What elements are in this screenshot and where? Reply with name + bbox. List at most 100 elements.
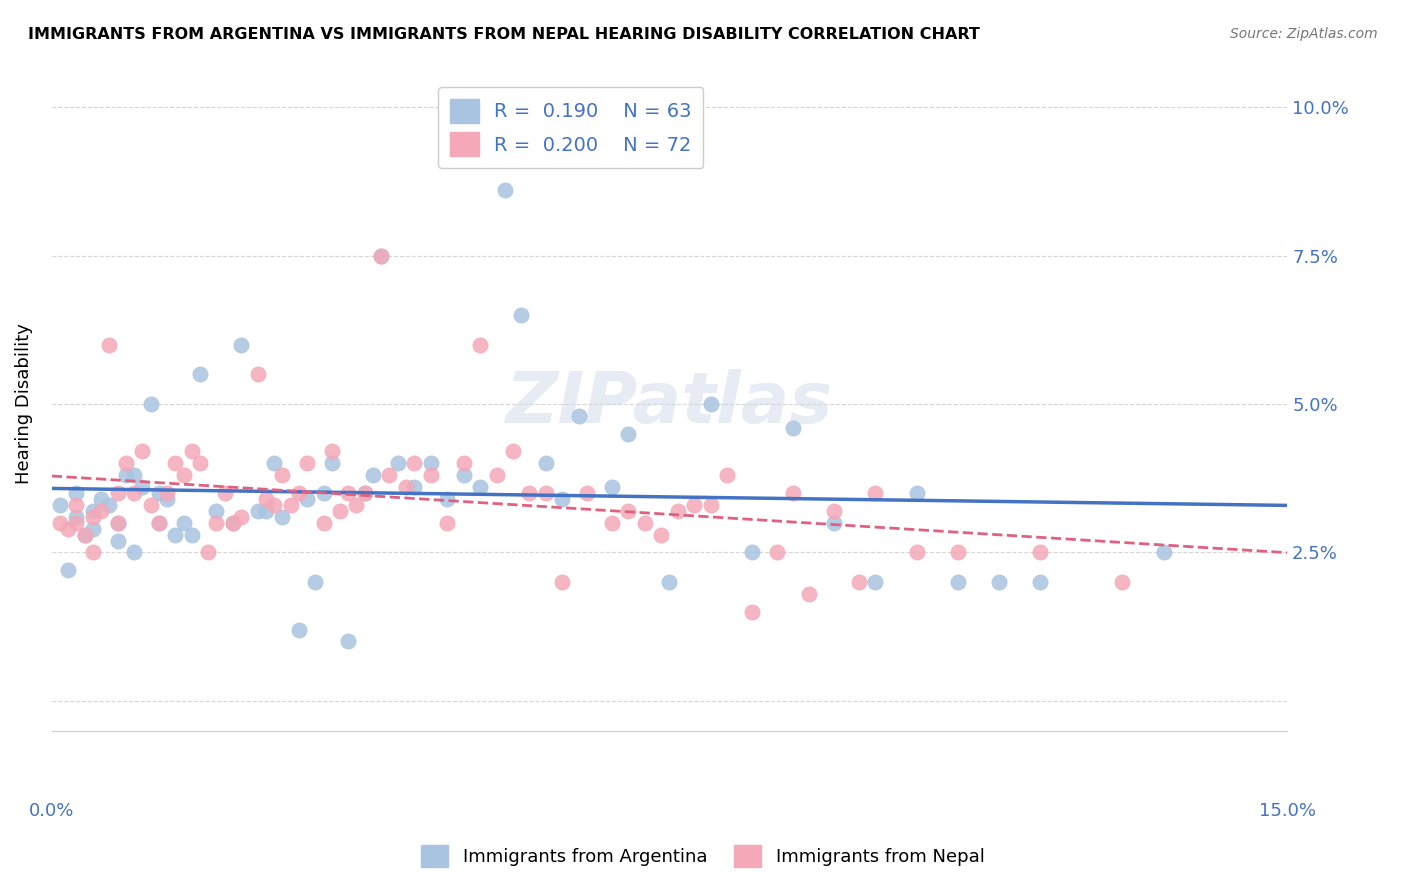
Text: 0.0%: 0.0%: [30, 802, 75, 820]
Y-axis label: Hearing Disability: Hearing Disability: [15, 324, 32, 484]
Point: [90, 504, 112, 518]
Point: [987, 575, 1010, 590]
Point: [222, 516, 245, 530]
Point: [848, 575, 870, 590]
Point: [73, 527, 96, 541]
Point: [180, 444, 202, 458]
Point: [197, 545, 219, 559]
Point: [519, 486, 541, 500]
Point: [65, 509, 87, 524]
Point: [271, 468, 294, 483]
Point: [650, 527, 672, 541]
Point: [82, 522, 104, 536]
Point: [131, 480, 153, 494]
Point: [312, 516, 335, 530]
Point: [139, 397, 162, 411]
Point: [534, 456, 557, 470]
Point: [436, 516, 458, 530]
Point: [699, 397, 721, 411]
Point: [494, 183, 516, 197]
Point: [683, 498, 706, 512]
Point: [165, 527, 187, 541]
Point: [551, 491, 574, 506]
Point: [139, 498, 162, 512]
Point: [148, 516, 170, 530]
Point: [716, 468, 738, 483]
Point: [131, 444, 153, 458]
Point: [600, 480, 623, 494]
Point: [782, 486, 804, 500]
Point: [263, 456, 285, 470]
Point: [905, 545, 928, 559]
Point: [1029, 575, 1052, 590]
Point: [946, 575, 969, 590]
Point: [568, 409, 591, 423]
Point: [304, 575, 326, 590]
Point: [295, 491, 318, 506]
Point: [551, 575, 574, 590]
Point: [765, 545, 787, 559]
Point: [468, 337, 491, 351]
Text: ZIPatlas: ZIPatlas: [506, 369, 834, 439]
Point: [98, 337, 121, 351]
Point: [666, 504, 689, 518]
Point: [180, 527, 202, 541]
Point: [404, 456, 426, 470]
Point: [534, 486, 557, 500]
Point: [231, 509, 253, 524]
Point: [271, 509, 294, 524]
Point: [823, 516, 845, 530]
Point: [865, 575, 887, 590]
Point: [370, 249, 392, 263]
Point: [122, 545, 145, 559]
Point: [419, 468, 441, 483]
Point: [404, 480, 426, 494]
Point: [188, 368, 211, 382]
Point: [361, 468, 384, 483]
Point: [741, 605, 763, 619]
Point: [453, 468, 475, 483]
Point: [485, 468, 508, 483]
Point: [82, 509, 104, 524]
Point: [122, 486, 145, 500]
Point: [600, 516, 623, 530]
Point: [468, 480, 491, 494]
Text: 15.0%: 15.0%: [1258, 802, 1316, 820]
Point: [502, 444, 524, 458]
Point: [295, 456, 318, 470]
Point: [617, 426, 640, 441]
Point: [337, 634, 360, 648]
Point: [617, 504, 640, 518]
Point: [231, 337, 253, 351]
Point: [699, 498, 721, 512]
Point: [49, 516, 72, 530]
Point: [122, 468, 145, 483]
Point: [214, 486, 236, 500]
Point: [254, 504, 277, 518]
Point: [107, 533, 129, 548]
Point: [107, 516, 129, 530]
Text: IMMIGRANTS FROM ARGENTINA VS IMMIGRANTS FROM NEPAL HEARING DISABILITY CORRELATIO: IMMIGRANTS FROM ARGENTINA VS IMMIGRANTS …: [28, 27, 980, 42]
Point: [865, 486, 887, 500]
Point: [65, 516, 87, 530]
Point: [395, 480, 418, 494]
Point: [370, 249, 392, 263]
Point: [312, 486, 335, 500]
Point: [156, 491, 179, 506]
Point: [329, 504, 352, 518]
Point: [510, 308, 533, 322]
Point: [263, 498, 285, 512]
Point: [1153, 545, 1175, 559]
Point: [165, 456, 187, 470]
Point: [436, 491, 458, 506]
Legend: R =  0.190    N = 63, R =  0.200    N = 72: R = 0.190 N = 63, R = 0.200 N = 72: [437, 87, 703, 168]
Point: [65, 486, 87, 500]
Point: [799, 587, 821, 601]
Point: [634, 516, 657, 530]
Point: [280, 498, 302, 512]
Point: [346, 498, 368, 512]
Point: [188, 456, 211, 470]
Point: [658, 575, 681, 590]
Point: [246, 368, 269, 382]
Point: [205, 504, 228, 518]
